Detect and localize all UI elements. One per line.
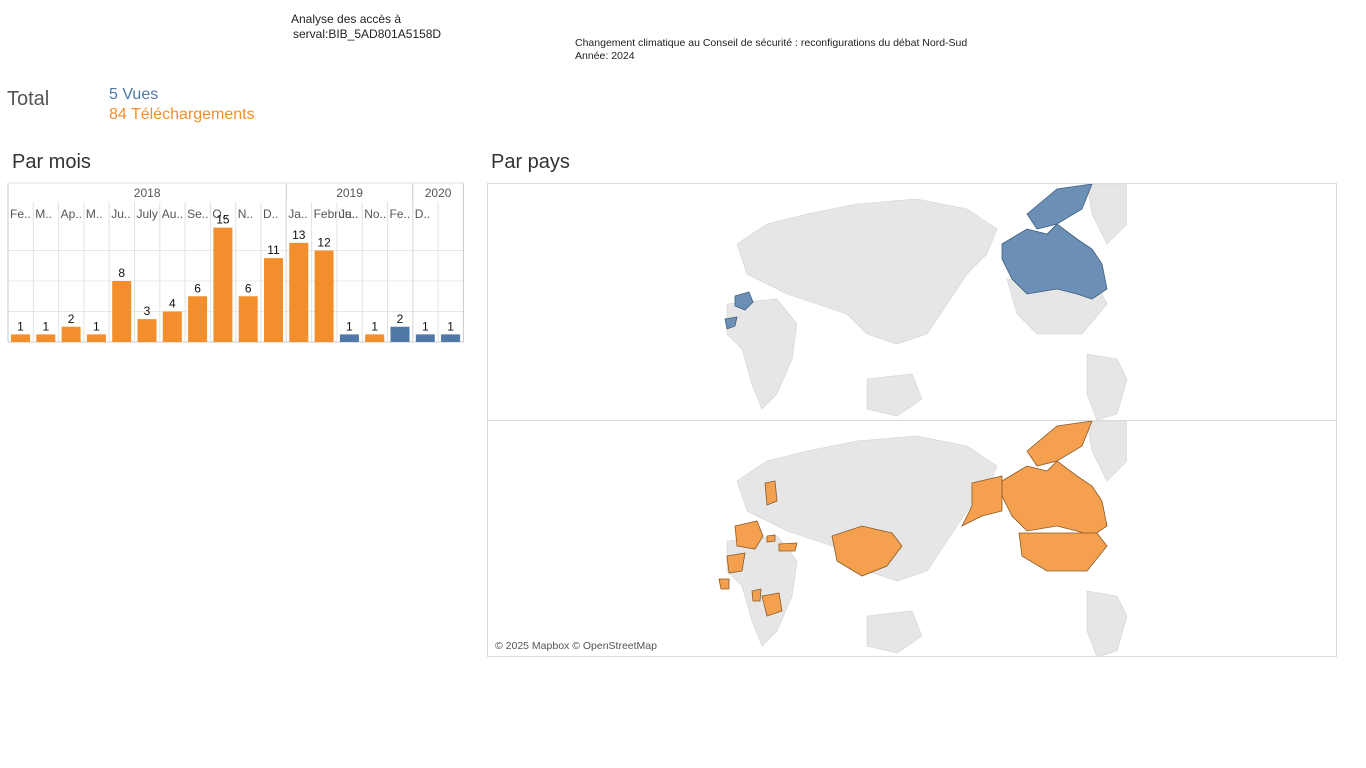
cameroon-downloads — [751, 588, 762, 602]
china-downloads — [831, 525, 903, 577]
bar[interactable] — [390, 326, 410, 342]
usa-downloads — [1018, 532, 1108, 572]
month-label: M.. — [35, 207, 52, 221]
bar-value-label: 1 — [17, 319, 24, 333]
document-year: Année: 2024 — [575, 50, 635, 62]
switzerland-downloads — [766, 534, 776, 543]
month-label: Ju.. — [111, 207, 130, 221]
views-map[interactable] — [697, 184, 1128, 421]
bar[interactable] — [289, 242, 309, 342]
bar[interactable] — [415, 334, 435, 342]
month-label: No.. — [364, 207, 386, 221]
bar[interactable] — [61, 326, 81, 342]
canada-views — [1001, 223, 1108, 300]
year-label: 2018 — [134, 186, 161, 200]
bar[interactable] — [137, 319, 157, 342]
senegal-guinea-downloads — [718, 578, 730, 590]
month-label: Ja.. — [288, 207, 307, 221]
report-title: Analyse des accès à — [291, 12, 402, 26]
record-identifier: serval:BIB_5AD801A5158D — [293, 27, 442, 41]
bar-value-label: 1 — [422, 319, 429, 333]
south-america-land — [1086, 590, 1128, 656]
month-label: Fe.. — [10, 207, 31, 221]
australia-land — [866, 610, 923, 654]
bar[interactable] — [11, 334, 30, 342]
bar[interactable] — [339, 334, 359, 342]
month-label: Februa.. — [314, 207, 359, 221]
bar[interactable] — [188, 296, 208, 342]
africa-land — [726, 298, 798, 410]
document-title: Changement climatique au Conseil de sécu… — [575, 37, 968, 49]
canada-downloads — [1001, 460, 1108, 537]
bar[interactable] — [86, 334, 106, 342]
month-label: D.. — [263, 207, 278, 221]
bar-value-label: 3 — [144, 304, 151, 318]
bar[interactable] — [365, 334, 385, 342]
arctic-islands-downloads — [1026, 420, 1093, 467]
month-label: Ap.. — [61, 207, 82, 221]
morocco-downloads — [726, 552, 746, 574]
bar[interactable] — [112, 281, 132, 342]
month-label: Fe.. — [390, 207, 411, 221]
bar-value-label: 1 — [346, 319, 353, 333]
bar[interactable] — [314, 250, 334, 343]
congo-downloads — [761, 592, 783, 617]
map-divider — [488, 420, 1336, 421]
year-label: 2020 — [425, 186, 452, 200]
bar-value-label: 2 — [68, 312, 75, 326]
total-label: Total — [7, 88, 50, 110]
arctic-islands-views — [1026, 184, 1093, 230]
bar-value-label: 15 — [216, 213, 230, 227]
bar-value-label: 1 — [93, 319, 100, 333]
month-label: N.. — [238, 207, 253, 221]
bar-value-label: 2 — [397, 312, 404, 326]
greenland-land — [1086, 184, 1128, 245]
month-label: July — [137, 207, 158, 221]
australia-land — [866, 373, 923, 417]
year-label: 2019 — [336, 186, 363, 200]
bar-value-label: 11 — [267, 243, 280, 257]
bar-value-label: 6 — [194, 281, 201, 295]
monthly-bar-chart: 2018 2019 2020 Fe.. 1 M.. 1 Ap.. 2 M.. 1 Ju.. 8 July 3… — [7, 182, 464, 343]
month-label: D.. — [415, 207, 430, 221]
month-label: Au.. — [162, 207, 183, 221]
greenland-land — [1086, 420, 1128, 482]
bar[interactable] — [441, 334, 461, 342]
month-label: Ju.. — [339, 207, 358, 221]
south-america-land — [1086, 353, 1128, 421]
bar[interactable] — [36, 334, 56, 342]
morocco-views — [724, 316, 738, 330]
by-country-title: Par pays — [491, 151, 570, 173]
total-views: 5 Vues — [109, 86, 159, 103]
country-map-panel[interactable]: © 2025 Mapbox © OpenStreetMap — [487, 183, 1337, 657]
bar-value-label: 12 — [317, 236, 331, 250]
bar[interactable] — [264, 258, 283, 342]
bar[interactable] — [162, 311, 182, 343]
uk-downloads — [764, 480, 778, 506]
france-spain-downloads — [734, 520, 764, 550]
alaska-downloads — [961, 475, 1003, 527]
bar-value-label: 8 — [118, 266, 125, 280]
turkey-downloads — [778, 542, 798, 552]
total-downloads: 84 Téléchargements — [109, 106, 255, 123]
eurasia-land — [736, 198, 998, 345]
bar[interactable] — [213, 227, 233, 342]
france-views — [734, 291, 754, 311]
by-month-title: Par mois — [12, 151, 91, 173]
bar-value-label: 6 — [245, 281, 252, 295]
bar-value-label: 1 — [371, 319, 378, 333]
bar-value-label: 13 — [292, 228, 306, 242]
bar-value-label: 4 — [169, 297, 176, 311]
downloads-map[interactable] — [697, 420, 1128, 656]
month-label: M.. — [86, 207, 103, 221]
bar[interactable] — [238, 296, 258, 342]
bar-value-label: 1 — [42, 319, 49, 333]
eurasia-land — [736, 435, 998, 582]
map-attribution[interactable]: © 2025 Mapbox © OpenStreetMap — [495, 640, 657, 652]
month-label: O.. — [212, 207, 228, 221]
month-label: Se.. — [187, 207, 208, 221]
bar-value-label: 1 — [447, 319, 454, 333]
